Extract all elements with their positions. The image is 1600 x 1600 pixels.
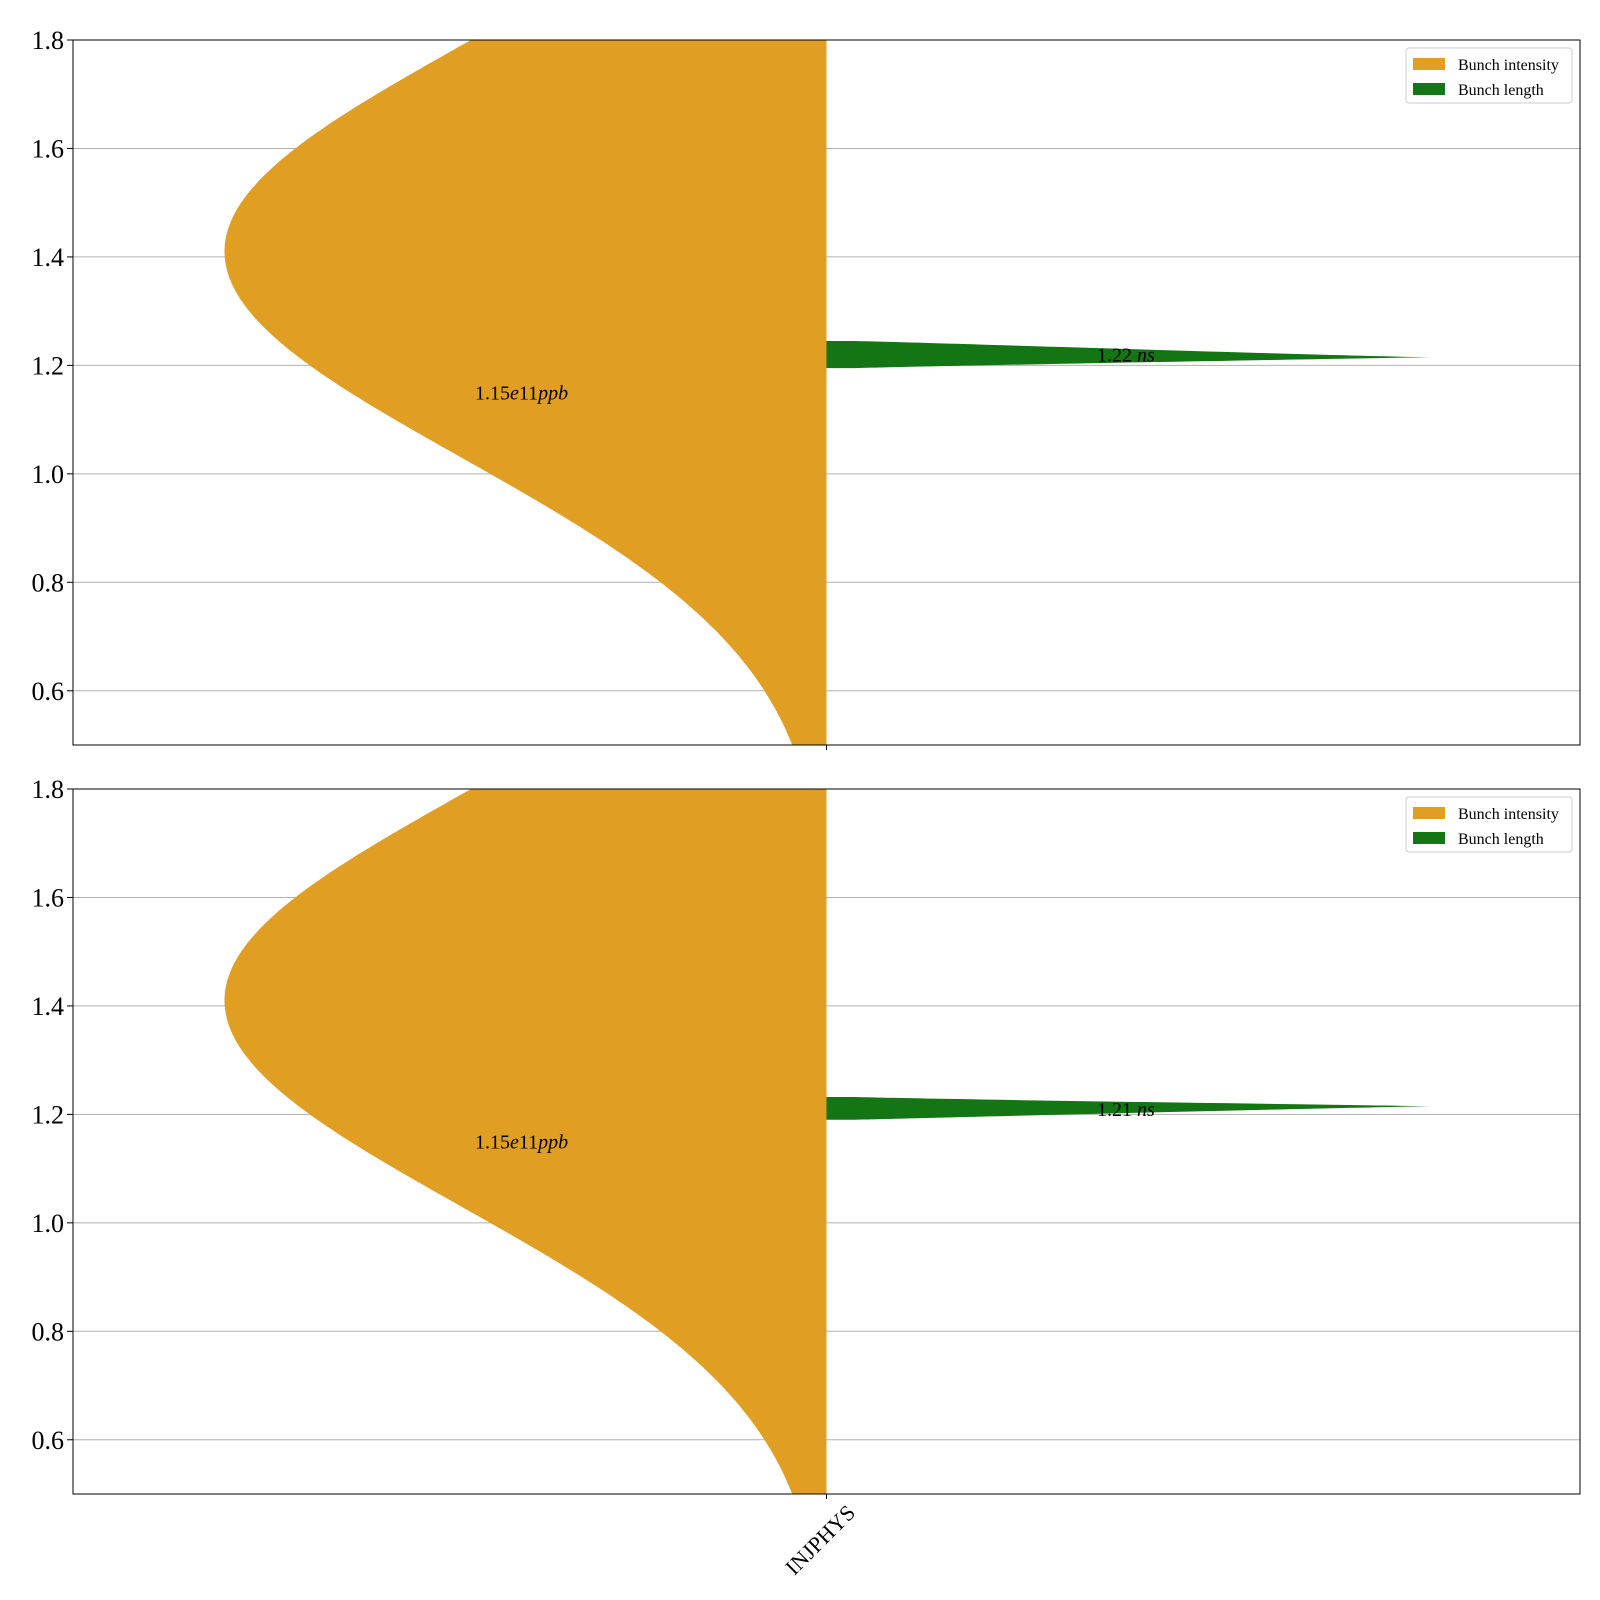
- legend-label: Bunch length: [1458, 831, 1544, 848]
- annotation-exp: 11: [519, 1132, 538, 1154]
- legend-box: [1405, 47, 1573, 104]
- annotation-value: 1.15: [475, 383, 510, 405]
- annotation-intensity: 1.15e11ppb: [475, 1132, 568, 1154]
- annotation-exp: 11: [519, 383, 538, 405]
- violin-bunch-intensity: [224, 789, 827, 1494]
- violin-body: [224, 789, 1430, 1494]
- y-tick-label: 1.0: [32, 1209, 65, 1238]
- legend-label: Bunch intensity: [1458, 806, 1559, 823]
- annotation-unit: ppb: [536, 383, 568, 405]
- annotation-exp-e: e: [510, 1132, 519, 1154]
- y-tick-label: 1.8: [32, 775, 65, 804]
- legend-label: Bunch length: [1458, 82, 1544, 99]
- violin-bunch-intensity: [224, 40, 827, 745]
- x-tick-label: INJPHYS: [780, 1500, 860, 1580]
- legend-box: [1405, 796, 1573, 853]
- y-tick-label: 1.0: [32, 460, 65, 489]
- y-tick-label: 0.6: [32, 1426, 65, 1455]
- y-tick-label: 1.8: [32, 26, 65, 55]
- annotation-unit: ppb: [536, 1132, 568, 1154]
- annotation-unit: ns: [1137, 1099, 1155, 1121]
- annotation-unit: ns: [1137, 345, 1155, 367]
- annotation-exp-e: e: [510, 383, 519, 405]
- annotation-value: 1.15: [475, 1132, 510, 1154]
- annotation-intensity: 1.15e11ppb: [475, 383, 568, 405]
- annotation-length: 1.21 ns: [1097, 1099, 1155, 1121]
- violin-body: [224, 40, 1430, 745]
- y-tick-label: 1.6: [32, 134, 65, 163]
- y-tick-label: 0.8: [32, 568, 65, 597]
- chart-panel-2: 0.6 0.8 1.0 1.2 1.4 1.6 1.8 1.15e11ppb 1.21 ns Bu…: [32, 775, 1581, 1580]
- violin-bunch-length: [826, 1097, 1430, 1120]
- y-tick-label: 0.6: [32, 677, 65, 706]
- annotation-length: 1.22 ns: [1097, 345, 1155, 367]
- legend-swatch: [1413, 807, 1445, 819]
- legend-swatch: [1413, 58, 1445, 70]
- y-tick-label: 1.4: [32, 992, 65, 1021]
- legend-swatch: [1413, 832, 1445, 844]
- y-tick-label: 1.2: [32, 351, 65, 380]
- y-tick-label: 0.8: [32, 1317, 65, 1346]
- annotation-value: 1.22: [1097, 345, 1132, 367]
- chart-panel-1: 0.6 0.8 1.0 1.2 1.4 1.6 1.8 1.15e11ppb 1.22 ns Bu…: [32, 26, 1581, 750]
- y-tick-label: 1.2: [32, 1100, 65, 1129]
- y-tick-label: 1.6: [32, 883, 65, 912]
- legend-swatch: [1413, 83, 1445, 95]
- y-tick-label: 1.4: [32, 243, 65, 272]
- annotation-value: 1.21: [1097, 1099, 1132, 1121]
- legend-label: Bunch intensity: [1458, 57, 1559, 74]
- violin-bunch-length: [826, 340, 1430, 369]
